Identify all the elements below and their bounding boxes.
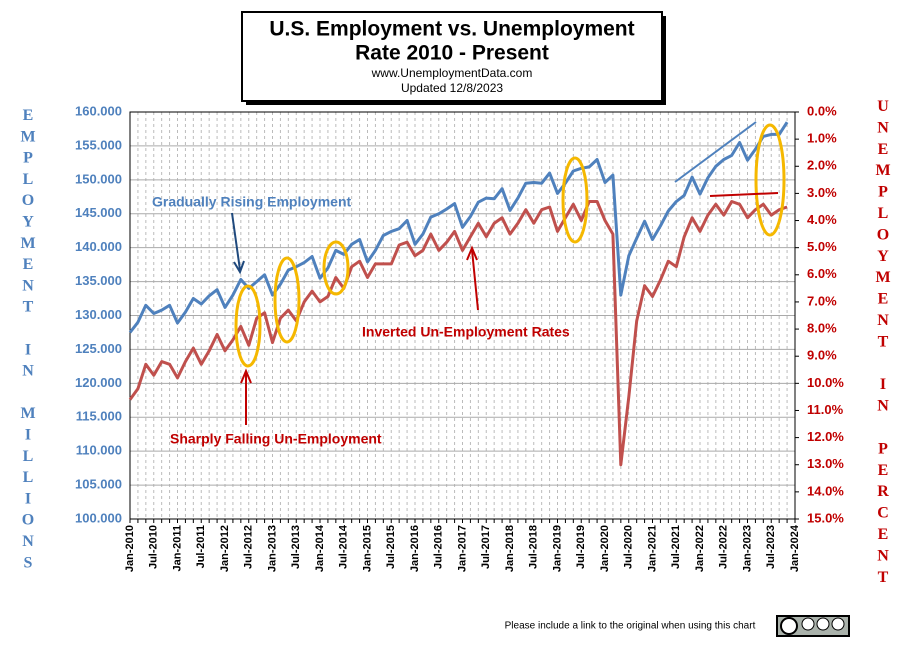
x-tick-label: Jan-2013 (266, 525, 278, 572)
x-tick-label: Jan-2012 (219, 525, 231, 572)
chart-subtitle: Updated 12/8/2023 (401, 81, 503, 95)
y2-tick-label: 4.0% (807, 212, 837, 227)
y2-tick-label: 13.0% (807, 456, 844, 471)
footer: Please include a link to the original wh… (505, 621, 756, 632)
series-line (128, 121, 789, 334)
chart-subtitle: www.UnemploymentData.com (371, 66, 533, 80)
series-line (128, 200, 788, 467)
x-tick-label: Jul-2020 (623, 525, 635, 569)
y-tick-label: 105.000 (75, 477, 122, 492)
y-tick-label: 140.000 (75, 239, 122, 254)
x-tick-label: Jan-2016 (409, 525, 421, 572)
y2-tick-label: 14.0% (807, 483, 844, 498)
y2-tick-label: 8.0% (807, 321, 837, 336)
x-tick-label: Jan-2014 (314, 524, 326, 572)
x-tick-label: Jul-2022 (718, 525, 730, 569)
y2-tick-label: 10.0% (807, 375, 844, 390)
y-tick-label: 155.000 (75, 137, 122, 152)
y2-tick-label: 6.0% (807, 266, 837, 281)
x-tick-label: Jan-2020 (599, 525, 611, 572)
y2-tick-label: 2.0% (807, 158, 837, 173)
y2-tick-label: 12.0% (807, 429, 844, 444)
x-tick-label: Jan-2019 (551, 525, 563, 572)
x-tick-label: Jul-2011 (195, 525, 207, 568)
annotation: Sharply Falling Un-Employment (170, 431, 382, 447)
x-tick-label: Jan-2018 (504, 525, 516, 572)
y-tick-label: 100.000 (75, 510, 122, 525)
x-tick-label: Jul-2010 (148, 525, 160, 569)
annotation: Inverted Un-Employment Rates (362, 324, 570, 340)
x-tick-label: Jan-2023 (741, 525, 753, 572)
y-tick-label: 130.000 (75, 307, 122, 322)
x-tick-label: Jul-2017 (480, 525, 492, 569)
plot-border (129, 111, 796, 520)
y-tick-label: 135.000 (75, 273, 122, 288)
callouts (231, 121, 786, 425)
y-tick-label: 110.000 (76, 443, 122, 458)
x-tick-label: Jan-2021 (646, 525, 658, 572)
y2-tick-label: 11.0% (807, 402, 844, 417)
license-badge (776, 615, 850, 637)
y2-tick-label: 7.0% (807, 293, 837, 308)
x-tick-label: Jul-2019 (575, 525, 587, 569)
title-box (241, 11, 663, 102)
x-tick-label: Jan-2017 (456, 525, 468, 572)
x-tick-label: Jul-2014 (338, 524, 350, 569)
y2-tick-label: 9.0% (807, 348, 837, 363)
y-tick-label: 150.000 (75, 171, 122, 186)
y-tick-label: 160.000 (75, 103, 122, 118)
x-tick-label: Jul-2013 (290, 525, 302, 569)
y-tick-label: 120.000 (75, 375, 122, 390)
x-tick-label: Jul-2021 (670, 525, 682, 569)
chart-title: U.S. Employment vs. Unemployment (269, 18, 634, 41)
x-tick-label: Jul-2016 (433, 525, 445, 569)
y2-tick-label: 3.0% (807, 185, 837, 200)
y-tick-label: 125.000 (75, 341, 122, 356)
annotation: Gradually Rising Employment (152, 194, 351, 210)
x-tick-label: Jan-2015 (361, 525, 373, 572)
chart-title: Rate 2010 - Present (355, 42, 549, 65)
x-tick-label: Jul-2015 (385, 525, 397, 569)
x-tick-label: Jul-2023 (765, 525, 777, 569)
x-tick-label: Jul-2018 (528, 525, 540, 569)
y2-tick-label: 5.0% (807, 239, 837, 254)
x-tick-label: Jan-2024 (789, 524, 801, 572)
y-tick-label: 115.000 (76, 409, 122, 424)
x-tick-label: Jul-2012 (243, 525, 255, 569)
y2-tick-label: 0.0% (807, 103, 837, 118)
x-tick-label: Jan-2010 (124, 525, 136, 572)
x-tick-label: Jan-2022 (694, 525, 706, 572)
y2-tick-label: 15.0% (807, 510, 844, 525)
y-tick-label: 145.000 (75, 205, 122, 220)
y2-tick-label: 1.0% (807, 131, 837, 146)
x-tick-label: Jan-2011 (171, 525, 183, 571)
